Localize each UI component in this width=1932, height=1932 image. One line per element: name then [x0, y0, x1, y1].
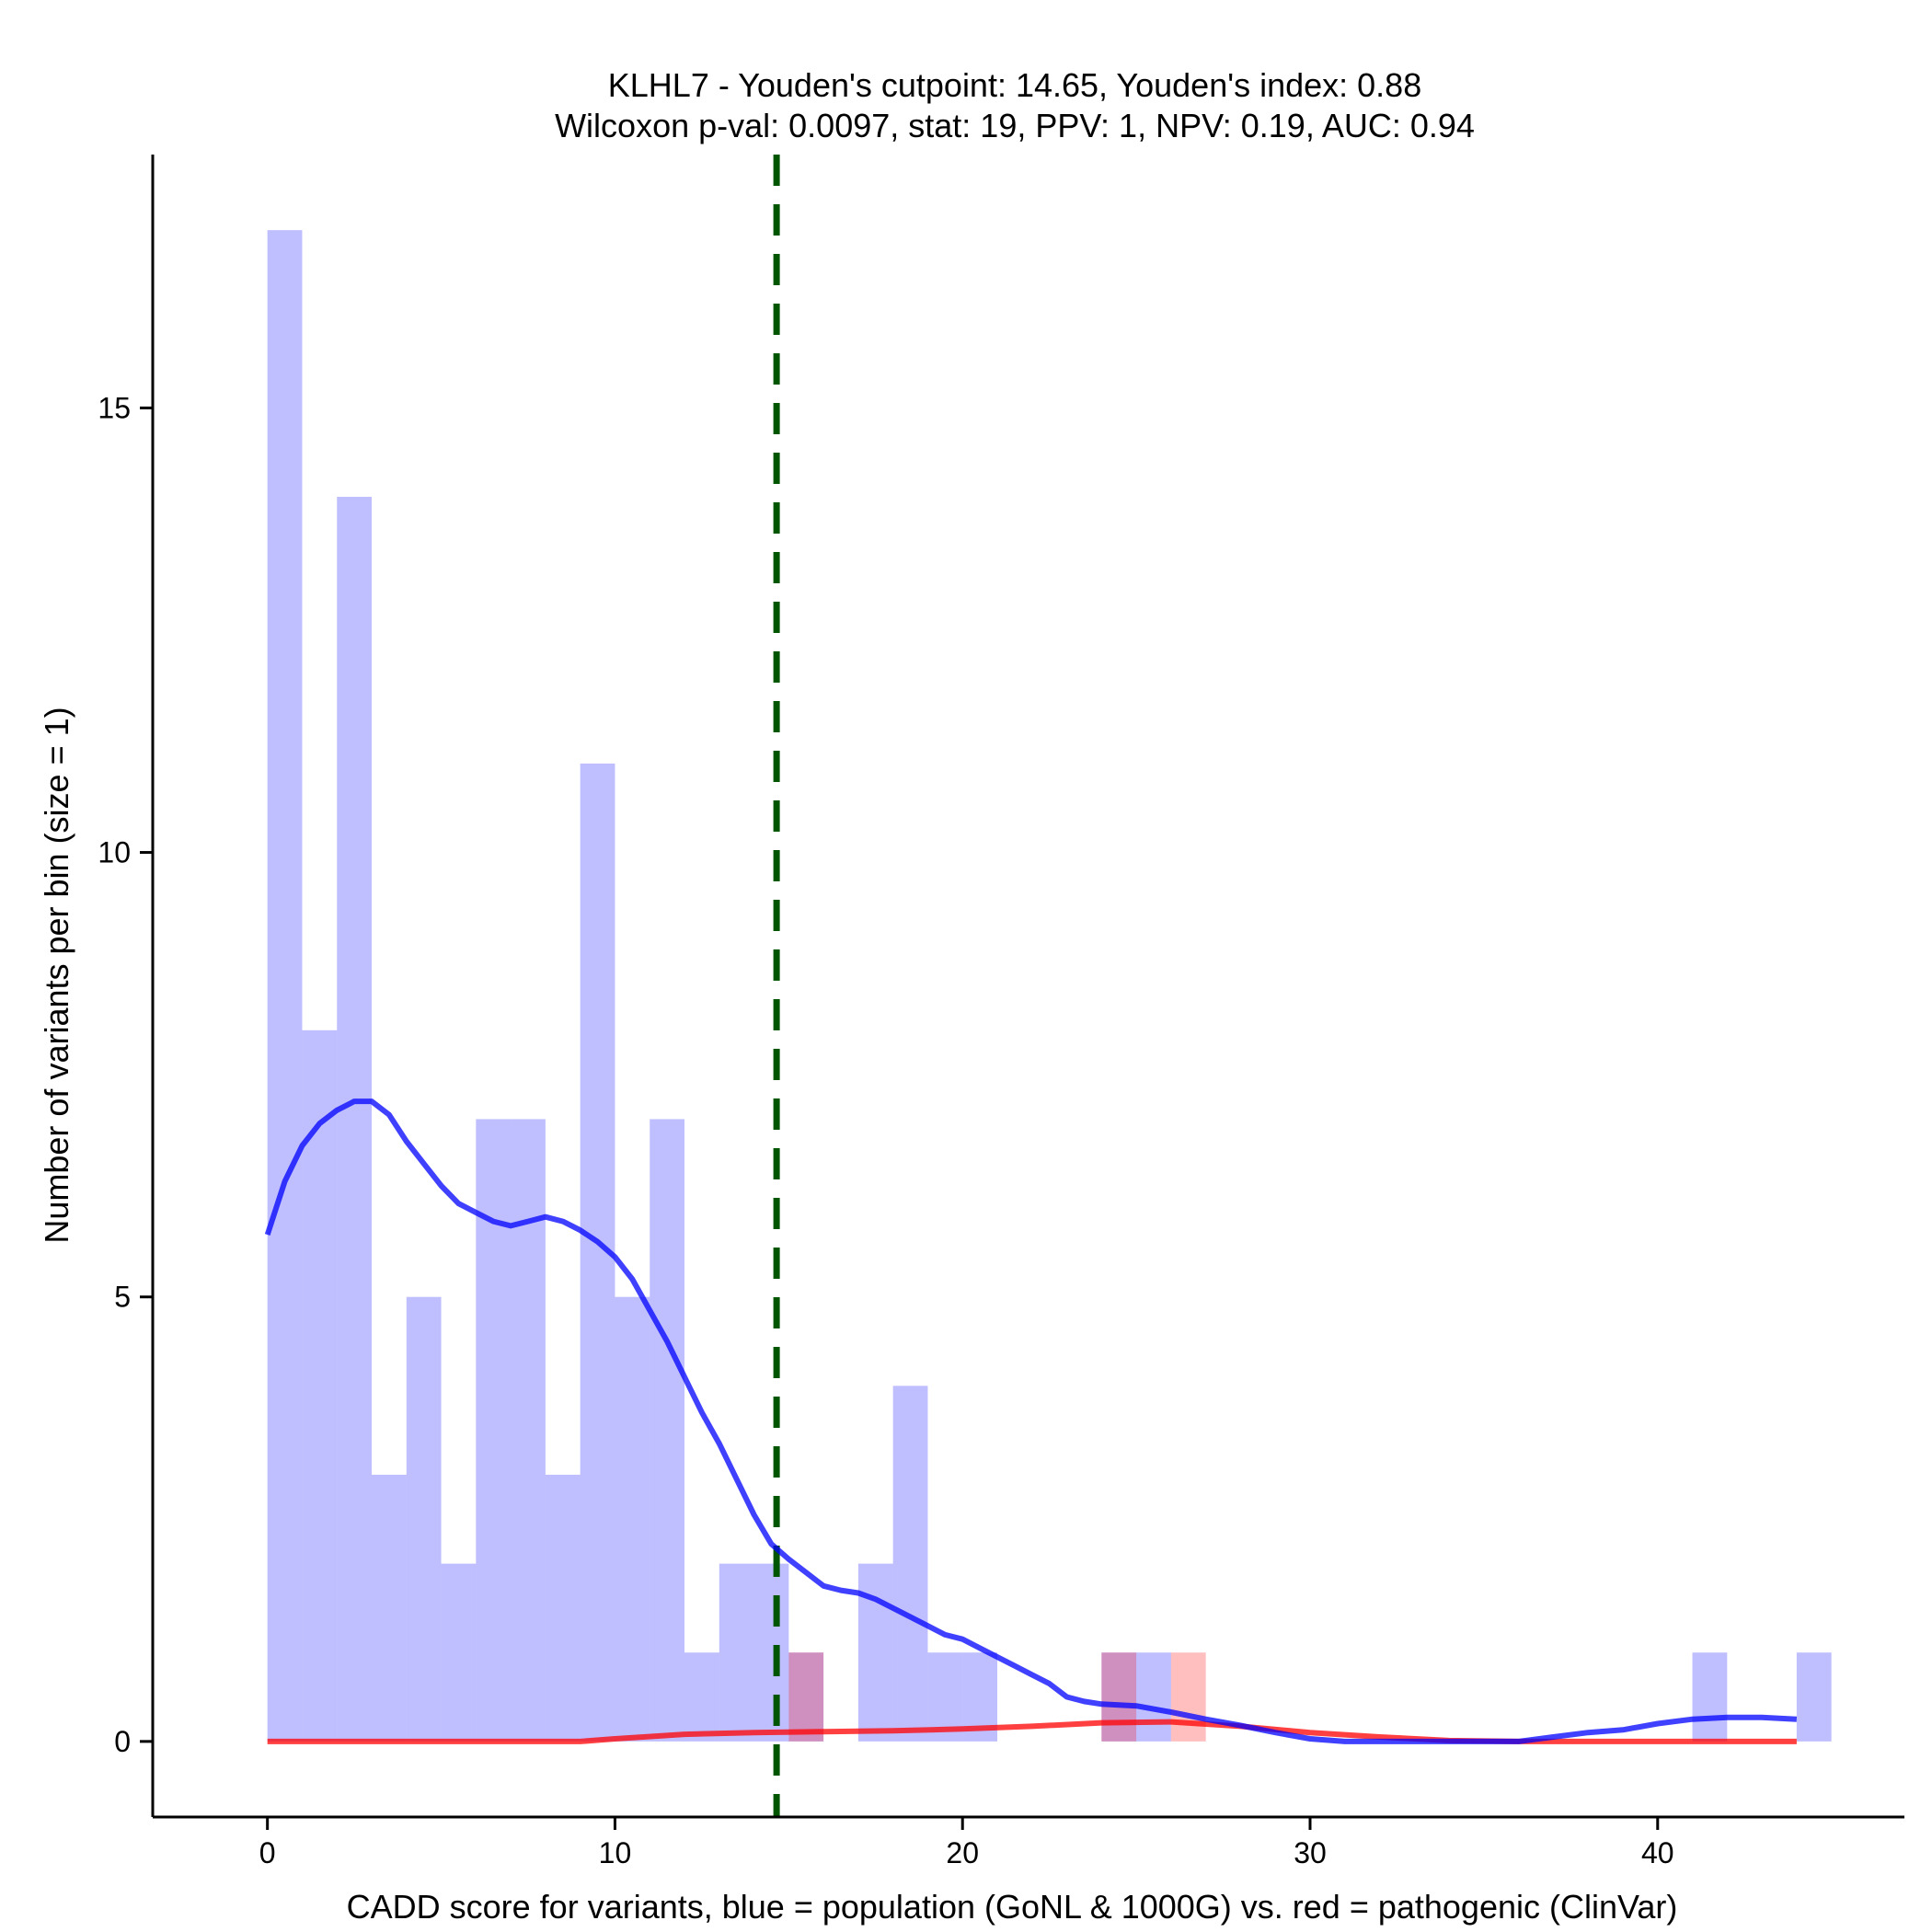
y-tick-label-15: 15 — [98, 391, 131, 424]
y-tick-label-10: 10 — [98, 836, 131, 869]
chart-title-line2: Wilcoxon p-val: 0.0097, stat: 19, PPV: 1… — [555, 107, 1475, 144]
population-bar-5 — [441, 1563, 477, 1742]
population-bar-18 — [892, 1386, 928, 1742]
density-curves — [264, 1098, 1798, 1744]
x-tick-label-0: 0 — [259, 1836, 276, 1869]
population-bar-17 — [857, 1563, 893, 1742]
population-bar-10 — [615, 1296, 650, 1742]
population-bar-11 — [650, 1119, 684, 1742]
population-bar-44 — [1796, 1652, 1832, 1742]
population-bar-1 — [302, 1029, 338, 1742]
population-histogram-bars — [267, 230, 1832, 1742]
x-tick-label-40: 40 — [1641, 1836, 1674, 1869]
pathogenic-bar-26 — [1170, 1652, 1206, 1742]
x-tick-label-10: 10 — [599, 1836, 632, 1869]
x-axis-label: CADD score for variants, blue = populati… — [347, 1888, 1678, 1926]
population-bar-7 — [511, 1119, 546, 1742]
x-tick-label-30: 30 — [1294, 1836, 1327, 1869]
y-axis-ticks: 0 5 10 15 — [98, 391, 153, 1758]
population-bar-4 — [406, 1296, 442, 1742]
population-bar-0 — [267, 230, 303, 1742]
pathogenic-bar-24 — [1101, 1652, 1137, 1742]
y-axis-label: Number of variants per bin (size = 1) — [38, 707, 75, 1243]
x-tick-label-20: 20 — [946, 1836, 979, 1869]
y-tick-label-5: 5 — [114, 1281, 131, 1314]
population-bar-24 — [1101, 1652, 1137, 1742]
population-bar-2 — [337, 497, 372, 1742]
pathogenic-histogram-bars — [788, 1652, 1206, 1742]
population-bar-8 — [545, 1474, 581, 1742]
population-bar-15 — [788, 1652, 824, 1742]
population-bar-41 — [1692, 1652, 1728, 1742]
population-bar-13 — [719, 1563, 754, 1742]
pathogenic-bar-15 — [788, 1652, 824, 1742]
population-bar-3 — [372, 1474, 407, 1742]
y-tick-label-0: 0 — [114, 1725, 131, 1758]
population-bar-14 — [753, 1563, 789, 1742]
x-axis-ticks: 0 10 20 30 40 — [259, 1817, 1674, 1869]
population-bar-25 — [1136, 1652, 1171, 1742]
population-density-curve — [264, 1098, 1798, 1744]
population-bar-12 — [684, 1652, 719, 1742]
chart-title-line1: KLHL7 - Youden's cutpoint: 14.65, Youden… — [608, 66, 1421, 104]
